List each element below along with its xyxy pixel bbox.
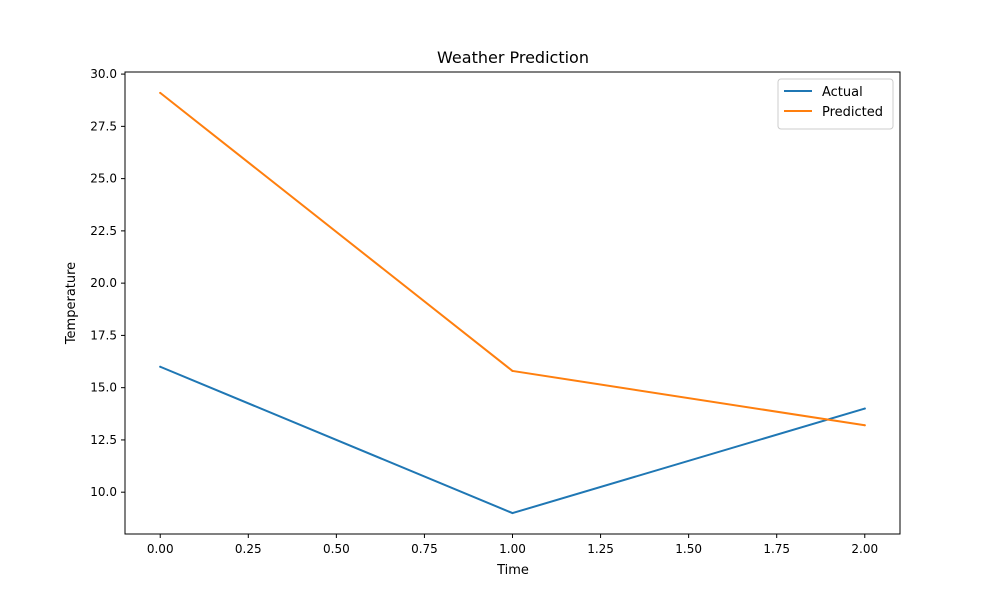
chart-title: Weather Prediction — [437, 48, 589, 67]
data-point-predicted — [863, 424, 866, 427]
legend-label-predicted: Predicted — [822, 105, 883, 120]
legend-label-actual: Actual — [822, 85, 863, 100]
y-axis-label: Temperature — [64, 262, 79, 345]
x-tick-label: 2.00 — [851, 542, 878, 556]
x-tick-label: 0.00 — [147, 542, 174, 556]
data-point-predicted — [511, 369, 514, 372]
plot-frame — [124, 71, 901, 535]
x-tick-label: 1.75 — [763, 542, 790, 556]
data-point-actual — [863, 407, 866, 410]
data-point-actual — [511, 512, 514, 515]
x-tick-label: 1.25 — [587, 542, 614, 556]
legend: Actual Predicted — [777, 78, 894, 130]
data-point-actual — [159, 365, 162, 368]
x-tick-label: 0.50 — [323, 542, 350, 556]
y-tick-label: 22.5 — [90, 224, 117, 238]
y-tick-label: 30.0 — [90, 67, 117, 81]
y-tick-label: 20.0 — [90, 276, 117, 290]
y-tick-label: 10.0 — [90, 485, 117, 499]
y-tick-label: 12.5 — [90, 433, 117, 447]
series-line-predicted — [159, 91, 866, 427]
x-tick-label: 0.25 — [235, 542, 262, 556]
series-line-actual — [159, 365, 866, 515]
x-axis-label: Time — [496, 563, 529, 578]
data-point-predicted — [159, 91, 162, 94]
x-tick-label: 1.50 — [675, 542, 702, 556]
y-tick-label: 17.5 — [90, 328, 117, 342]
x-tick-label: 0.75 — [411, 542, 438, 556]
y-tick-label: 25.0 — [90, 172, 117, 186]
y-tick-label: 15.0 — [90, 381, 117, 395]
y-tick-label: 27.5 — [90, 119, 117, 133]
x-tick-label: 1.00 — [499, 542, 526, 556]
plot-area: 0.00 0.25 0.50 0.75 1.00 1.25 1.50 1.75 2.00 10.0… — [90, 67, 878, 556]
